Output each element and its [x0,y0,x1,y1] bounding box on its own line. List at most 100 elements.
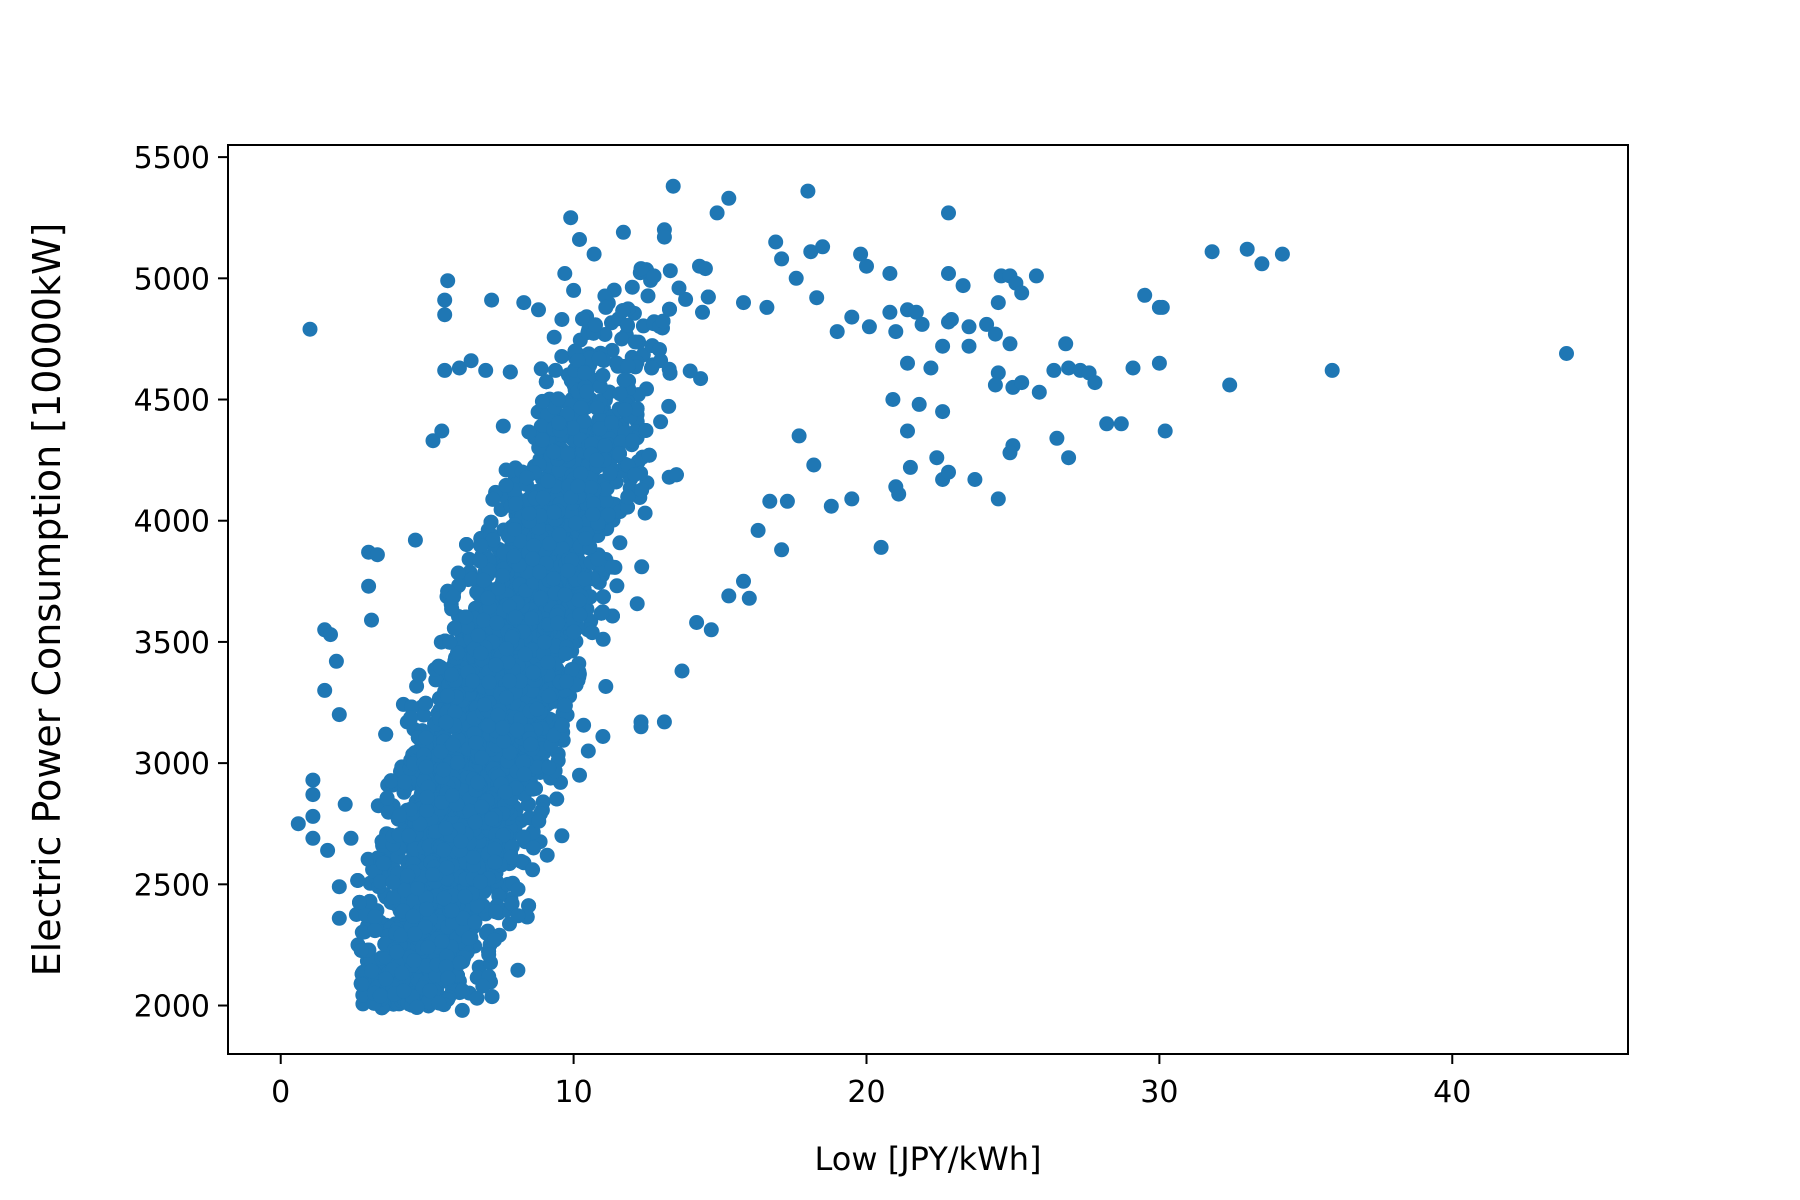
data-point [585,506,601,522]
data-point [495,568,511,584]
data-point [367,909,383,925]
data-point [418,695,434,711]
data-point [495,827,511,843]
data-point [417,919,433,935]
data-point [609,578,625,594]
data-point [558,674,574,689]
data-point [507,522,522,537]
data-point [488,904,503,920]
data-point [627,467,643,482]
data-point [445,589,461,605]
data-point [678,291,694,307]
data-point [434,934,450,949]
data-point [598,493,614,509]
data-point [525,665,541,681]
data-point [490,707,506,723]
data-point [444,788,460,803]
data-point [452,955,468,971]
data-point [559,446,575,462]
data-point [517,646,533,662]
data-point [624,279,640,295]
data-point [464,571,480,587]
data-point [625,433,640,449]
data-point [508,609,524,625]
data-point [469,584,485,600]
data-point [468,735,484,751]
data-point [487,841,503,857]
data-point [495,720,511,736]
data-point [450,645,466,661]
data-point [411,667,427,683]
data-point [644,360,660,376]
data-point [554,540,570,556]
data-point [510,962,526,978]
data-point [352,894,367,910]
data-point [392,808,407,824]
data-point [503,849,519,865]
data-point [560,563,576,579]
data-point [620,358,636,374]
data-point [470,774,486,790]
data-point [576,413,592,429]
data-point [476,697,492,713]
data-point [394,965,410,981]
data-point [416,707,432,723]
data-point [445,737,461,753]
data-point [354,977,370,992]
data-point [405,908,421,924]
data-point [450,565,466,581]
data-point [597,327,613,342]
data-point [418,730,434,746]
data-point [513,533,529,549]
data-point [502,745,518,761]
data-point [425,867,441,882]
data-point [655,313,671,329]
data-point [597,438,613,454]
data-point [589,400,605,416]
data-point [521,424,537,440]
data-point [508,496,524,512]
data-point [480,718,496,734]
data-point [584,625,600,641]
data-point [546,444,561,460]
data-point [496,733,512,749]
data-point [602,465,618,481]
data-point [546,571,561,587]
data-point [620,489,636,505]
data-point [524,611,539,626]
data-point [640,288,656,304]
data-point [447,704,463,720]
data-point [484,989,500,1005]
data-point [515,754,531,770]
data-point [634,482,650,498]
data-point [525,551,540,567]
data-point [498,478,514,493]
data-point [661,398,677,414]
data-point [480,590,496,606]
data-point [572,607,588,623]
data-point [474,799,490,815]
data-point [579,384,595,400]
data-point [497,784,513,800]
data-point [485,491,501,507]
data-point [526,538,542,553]
data-point [533,590,549,606]
data-point [662,263,678,279]
data-point [500,654,516,670]
data-point [373,874,388,890]
data-point [353,943,369,958]
data-point [604,559,620,575]
data-point [682,363,698,379]
data-point [465,850,481,865]
data-point [442,634,458,650]
data-point [558,646,574,662]
data-point [525,781,541,797]
data-point [662,365,678,381]
data-point [484,811,499,827]
data-point [617,402,633,418]
data-point [592,421,608,436]
data-point [419,901,435,917]
data-point [638,423,654,438]
data-point [455,910,471,926]
